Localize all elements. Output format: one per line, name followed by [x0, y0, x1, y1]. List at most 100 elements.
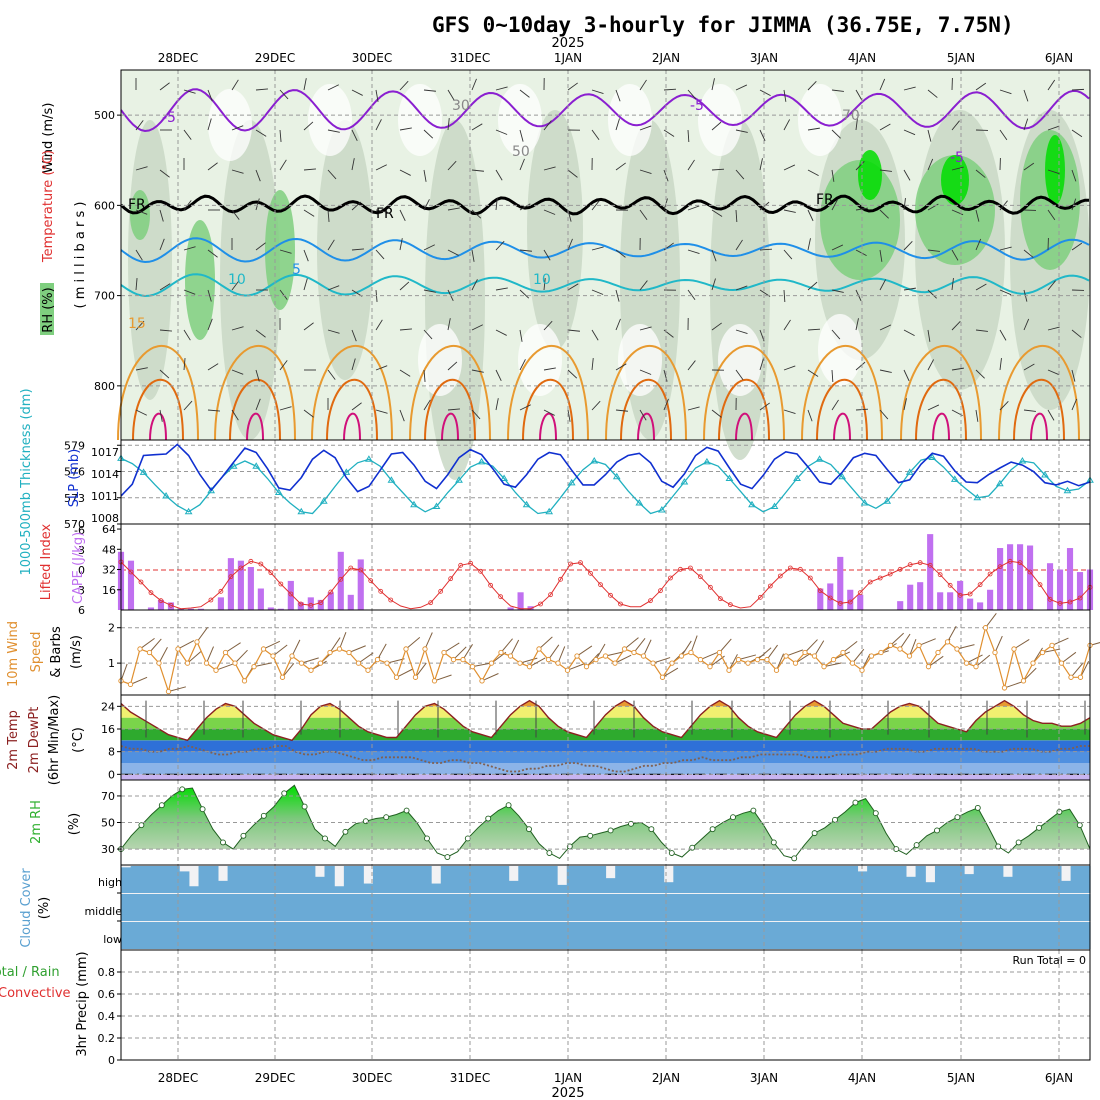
- wind-barb: [711, 121, 722, 131]
- cloud-cell: [934, 866, 946, 893]
- wind-barb: [1071, 129, 1083, 138]
- wind-speed-point: [1068, 674, 1074, 680]
- cloud-cell: [789, 894, 800, 921]
- wind-barb: [652, 657, 671, 664]
- wind-speed-point: [963, 660, 970, 666]
- cloud-cell: [198, 922, 209, 949]
- cloud-cell: [169, 922, 180, 949]
- wind-barb: [272, 644, 288, 657]
- cloud-cell: [750, 866, 762, 893]
- wind-speed-point: [602, 653, 609, 659]
- lifted-index-point: [658, 588, 663, 594]
- wind-barb: [879, 369, 892, 373]
- cloud-cell: [198, 866, 209, 893]
- date-label: 1JAN: [554, 1071, 582, 1085]
- wind-barb: [453, 646, 467, 660]
- cloud-cell: [382, 866, 393, 893]
- lifted-index-point: [877, 575, 883, 581]
- cape-bar: [257, 588, 264, 610]
- cloud-cell: [799, 866, 810, 893]
- cloud-cell: [121, 922, 132, 949]
- cloud-cell: [392, 922, 403, 949]
- cloud-cell: [644, 894, 655, 921]
- wind-barb: [510, 639, 520, 657]
- lifted-index-point: [1047, 596, 1053, 602]
- rh-point: [546, 850, 553, 856]
- wind-barb: [567, 409, 571, 422]
- cloud-cell: [954, 922, 965, 949]
- wind-barb: [462, 644, 473, 660]
- cloud-cell: [789, 922, 800, 949]
- wind-unit: (m/s): [69, 635, 84, 669]
- cloud-cell: [605, 922, 616, 949]
- cape-bar: [907, 584, 914, 610]
- cloud-cell: [615, 866, 626, 893]
- wind-barb: [735, 329, 748, 334]
- cape-bar: [1007, 544, 1014, 610]
- wind-barb: [495, 240, 505, 251]
- cape-bar: [857, 594, 864, 610]
- cloud-cell: [964, 922, 975, 949]
- cloud-cell: [847, 894, 859, 921]
- wind-barb: [690, 635, 698, 653]
- rh-point: [974, 804, 981, 811]
- lifted-index-point: [897, 566, 903, 572]
- wind-barb: [643, 639, 652, 657]
- date-label: 31DEC: [450, 1071, 490, 1085]
- wind-barb: [207, 363, 219, 371]
- wind-barb: [481, 673, 499, 682]
- lifted-index-point: [128, 569, 134, 575]
- dry-region: [398, 84, 442, 156]
- temperature-contour-20: [915, 378, 967, 441]
- wind-barb: [255, 88, 268, 91]
- wind-barb: [807, 127, 820, 131]
- thickness-marker: [793, 474, 801, 481]
- wind-barb: [351, 329, 357, 342]
- tick-label: 1014: [91, 468, 119, 481]
- cloud-cell: [1012, 922, 1023, 949]
- rh-shading: [425, 120, 485, 480]
- lifted-index-point: [837, 600, 843, 606]
- thickness-marker: [162, 492, 170, 499]
- wind-barb: [903, 241, 913, 251]
- tick-label: 570: [64, 518, 85, 531]
- wind-barb: [519, 404, 531, 411]
- wind-speed-point: [137, 646, 143, 652]
- temperature-contour-15: [998, 344, 1080, 441]
- thickness-marker: [995, 479, 1004, 487]
- wind-barb: [207, 318, 213, 331]
- cloud-cell: [624, 922, 636, 949]
- wind-barb: [951, 120, 960, 131]
- rh-point: [1036, 824, 1042, 831]
- cloud-cell: [818, 866, 829, 893]
- wind-barb: [633, 638, 646, 653]
- wind-barb: [639, 280, 648, 291]
- wind-barb: [759, 89, 771, 97]
- wind-speed-point: [764, 656, 770, 663]
- wind-barb: [423, 129, 434, 139]
- wind-barb: [495, 329, 507, 336]
- cloud-cell: [993, 922, 1004, 949]
- rh-point: [1015, 839, 1022, 846]
- wind-speed-point: [422, 646, 428, 652]
- cloud-cell: [411, 922, 422, 949]
- cloud-cell: [683, 922, 694, 949]
- rh-point: [913, 842, 920, 849]
- cape-bar: [177, 608, 185, 610]
- wind-barb: [711, 209, 723, 217]
- wind-barb: [735, 84, 748, 91]
- wind-barb: [831, 289, 844, 293]
- contour-label: FR: [816, 192, 834, 208]
- cloud-cell: [537, 866, 548, 893]
- thickness-marker: [139, 468, 148, 475]
- wind-barb: [405, 637, 421, 650]
- cloud-cell: [673, 894, 684, 921]
- wind-barb: [927, 158, 934, 171]
- wind-barb: [519, 158, 525, 171]
- wind-speed-point: [517, 660, 523, 666]
- thickness-marker: [838, 472, 846, 480]
- wind-speed-point: [1011, 646, 1017, 652]
- cloud-cell: [615, 894, 626, 921]
- cloud-cell: [150, 894, 161, 921]
- wind-barb: [327, 169, 337, 180]
